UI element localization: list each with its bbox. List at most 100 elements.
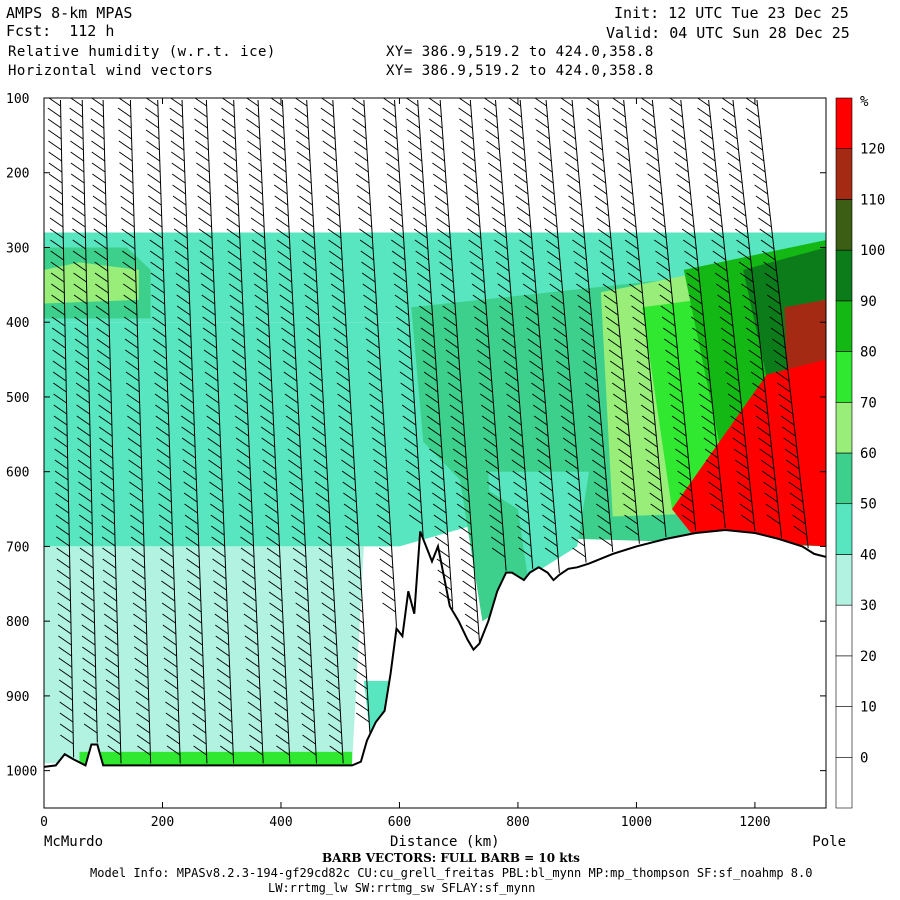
barb-tick <box>599 250 614 261</box>
barb-tick <box>336 382 351 393</box>
barb-tick <box>544 228 559 239</box>
wind-barb <box>306 99 344 764</box>
barb-tick <box>536 129 550 140</box>
barb-tick <box>179 382 194 393</box>
barb-tick <box>50 239 64 250</box>
wind-barb <box>281 99 318 764</box>
barb-tick <box>103 591 117 602</box>
barb-tick <box>539 173 554 184</box>
barb-tick <box>81 624 96 635</box>
barb-tick <box>415 250 429 261</box>
barb-tick <box>514 492 528 503</box>
barb-tick <box>185 536 200 547</box>
barb-tick <box>180 415 195 426</box>
barb-tick <box>708 481 722 492</box>
barb-tick <box>215 624 229 635</box>
barb-tick <box>429 448 443 459</box>
barb-tick <box>509 437 524 448</box>
barb-tick <box>51 305 66 316</box>
y-tick-label: 300 <box>6 241 29 256</box>
barb-tick <box>589 426 603 437</box>
barb-tick <box>654 239 668 250</box>
colorbar-level-label: 70 <box>860 395 877 411</box>
barb-tick <box>351 107 366 118</box>
barb-tick <box>428 107 442 118</box>
barb-tick <box>379 558 394 569</box>
barb-tick <box>590 437 604 448</box>
barb-tick <box>482 426 497 437</box>
barb-tick <box>389 217 404 228</box>
barb-tick <box>718 305 732 316</box>
barb-tick <box>625 250 640 261</box>
wind-barb <box>732 99 783 538</box>
barb-tick <box>454 470 468 481</box>
barb-tick <box>779 404 794 415</box>
barb-tick <box>240 547 255 558</box>
barb-tick <box>132 591 146 602</box>
barb-tick <box>443 316 457 327</box>
barb-tick <box>770 327 785 338</box>
barb-tick <box>83 701 97 712</box>
wind-barb <box>257 99 291 764</box>
barb-tick <box>323 151 337 162</box>
barb-tick <box>47 107 62 118</box>
barb-tick <box>207 448 222 459</box>
barb-tick <box>229 294 244 305</box>
barb-tick <box>651 217 666 228</box>
barb-tick <box>460 129 474 140</box>
barb-tick <box>100 481 114 492</box>
barb-tick <box>285 415 300 426</box>
barb-tick <box>305 316 320 327</box>
barb-tick <box>152 327 167 338</box>
barb-tick <box>122 272 137 283</box>
field-2-label: Horizontal wind vectors <box>8 63 214 79</box>
barb-tick <box>268 580 282 591</box>
barb-tick <box>261 437 275 448</box>
barb-tick <box>555 349 569 360</box>
barb-tick <box>53 404 68 415</box>
barb-tick <box>361 272 376 283</box>
barb-tick <box>436 558 451 569</box>
barb-tick <box>270 635 285 646</box>
barb-tick <box>82 668 97 679</box>
barb-tick <box>670 404 685 415</box>
barb-tick <box>784 448 799 459</box>
x-axis-label: Distance (km) <box>390 834 500 850</box>
barb-tick <box>53 393 67 404</box>
barb-tick <box>341 459 355 470</box>
barb-tick <box>350 624 365 635</box>
barb-tick <box>293 558 307 569</box>
barb-tick <box>131 547 145 558</box>
barb-tick <box>774 360 789 371</box>
barb-tick <box>165 712 180 723</box>
barb-tick <box>297 635 311 646</box>
barb-tick <box>332 305 346 316</box>
barb-tick <box>277 250 291 261</box>
barb-tick <box>103 602 118 613</box>
barb-tick <box>96 338 111 349</box>
barb-tick <box>584 371 598 382</box>
barb-tick <box>187 602 202 613</box>
barb-tick <box>279 294 294 305</box>
barb-tick <box>535 437 550 448</box>
barb-tick <box>579 316 593 327</box>
barb-tick <box>754 404 769 415</box>
barb-tick <box>459 536 473 547</box>
barb-tick <box>618 448 632 459</box>
barb-tick <box>70 151 84 162</box>
barb-tick <box>354 690 369 701</box>
barb-tick <box>445 349 460 360</box>
barb-tick <box>713 261 728 272</box>
barb-tick <box>123 294 137 305</box>
barb-tick <box>105 657 119 668</box>
barb-tick <box>402 415 417 426</box>
barb-tick <box>185 525 199 536</box>
barb-tick <box>634 338 648 349</box>
barb-tick <box>244 624 258 635</box>
barb-tick <box>294 580 308 591</box>
barb-tick <box>204 360 218 371</box>
barb-tick <box>417 283 432 294</box>
barb-tick <box>90 107 104 118</box>
barb-tick <box>539 162 553 173</box>
